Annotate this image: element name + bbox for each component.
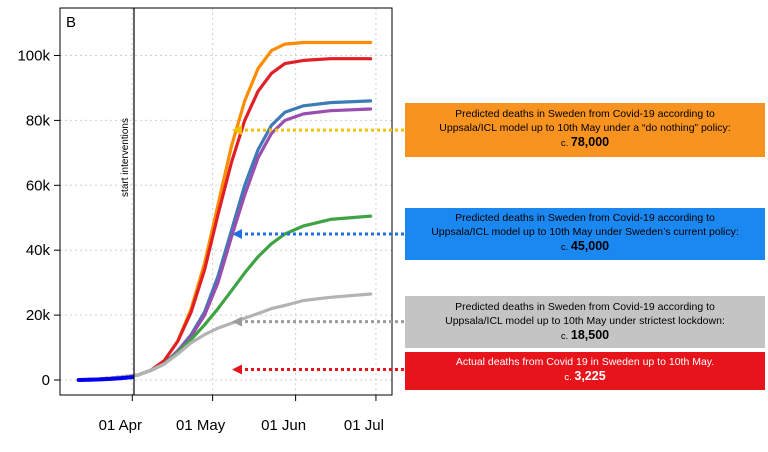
- series-layer: [76, 40, 373, 382]
- annotation-text: Predicted deaths in Sweden from Covid-19…: [455, 108, 715, 120]
- annotation-value-line: c. 45,000: [405, 239, 765, 255]
- series-line-6: [76, 375, 135, 382]
- series-line-5: [77, 292, 373, 382]
- annotation-approx-prefix: c.: [560, 138, 571, 149]
- annotation-text: Predicted deaths in Sweden from Covid-19…: [455, 212, 715, 224]
- annotation-approx-prefix: c.: [560, 242, 571, 253]
- x-tick-label: 01 May: [176, 417, 226, 434]
- y-tick-label: 40k: [26, 242, 51, 259]
- y-tick-label: 100k: [17, 48, 50, 65]
- annotation-box-2: Predicted deaths in Sweden from Covid-19…: [405, 296, 765, 348]
- x-axis: 01 Apr 01 May 01 Jun 01 Jul: [99, 395, 384, 434]
- annotation-arrowhead-0: [232, 125, 242, 136]
- intervention-label: start interventions: [120, 118, 131, 197]
- annotation-value: 78,000: [570, 135, 610, 149]
- annotation-text: Predicted deaths in Sweden from Covid-19…: [455, 301, 715, 313]
- annotation-approx-prefix: c.: [564, 372, 575, 383]
- annotation-box-3: Actual deaths from Covid 19 in Sweden up…: [405, 352, 765, 390]
- annotation-approx-prefix: c.: [560, 331, 571, 342]
- annotation-arrowhead-3: [232, 364, 242, 375]
- x-tick-label: 01 Jul: [344, 417, 384, 434]
- x-tick-label: 01 Apr: [99, 417, 142, 434]
- vline-layer: start interventions: [120, 8, 135, 395]
- panel-label: B: [66, 14, 76, 31]
- annotation-value-line: c. 78,000: [405, 135, 765, 151]
- annotation-value: 18,500: [570, 328, 610, 342]
- annotation-arrowhead-1: [232, 228, 242, 239]
- annotation-value: 45,000: [570, 239, 610, 253]
- annotation-arrowhead-2: [232, 316, 242, 327]
- annotation-text: Actual deaths from Covid 19 in Sweden up…: [455, 356, 715, 368]
- y-tick-label: 60k: [26, 177, 51, 194]
- grid: [60, 8, 392, 395]
- annotation-value: 3,225: [574, 369, 606, 383]
- annotation-box-0: Predicted deaths in Sweden from Covid-19…: [405, 103, 765, 157]
- annotation-box-1: Predicted deaths in Sweden from Covid-19…: [405, 208, 765, 260]
- annotation-text: Uppsala/ICL model up to 10th May under s…: [445, 315, 725, 327]
- plot-frame: [59, 7, 393, 396]
- annotation-arrows: [232, 125, 404, 375]
- y-tick-label: 20k: [26, 307, 51, 324]
- x-tick-label: 01 Jun: [261, 417, 306, 434]
- y-tick-label: 80k: [26, 112, 51, 129]
- series-line-0: [77, 40, 373, 382]
- y-axis: 0 20k 40k 60k 80k 100k: [17, 48, 60, 389]
- annotation-value-line: c. 3,225: [405, 369, 765, 385]
- annotation-value-line: c. 18,500: [405, 328, 765, 344]
- annotation-text: Uppsala/ICL model up to 10th May under S…: [431, 226, 739, 238]
- y-tick-label: 0: [42, 372, 50, 389]
- annotation-text: Uppsala/ICL model up to 10th May under a…: [439, 122, 731, 134]
